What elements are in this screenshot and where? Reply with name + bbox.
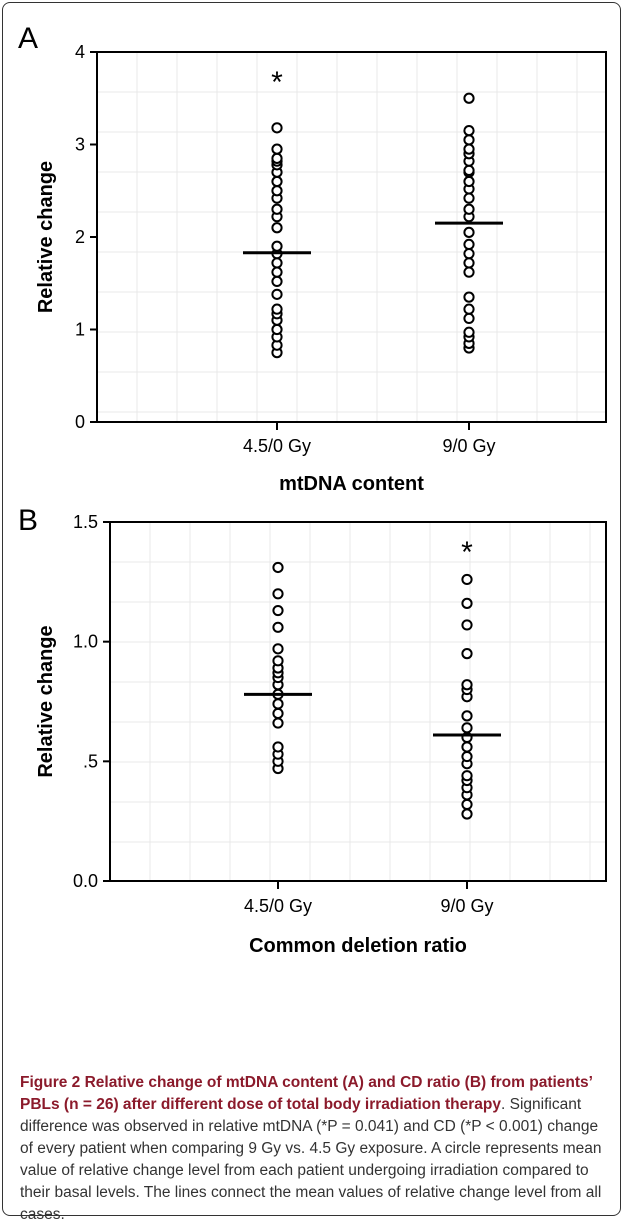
data-point xyxy=(272,621,284,633)
panel-label: A xyxy=(18,22,38,55)
data-point xyxy=(463,248,475,260)
data-point xyxy=(463,175,475,188)
data-point xyxy=(271,122,283,134)
data-point xyxy=(271,303,283,315)
data-point xyxy=(271,222,283,234)
y-tick-label: 1.5 xyxy=(73,512,98,532)
data-point xyxy=(463,192,475,204)
data-point xyxy=(271,275,283,287)
data-point xyxy=(463,92,475,104)
data-point xyxy=(463,312,475,324)
data-point xyxy=(271,143,283,155)
data-point xyxy=(463,143,475,155)
x-tick-label: 9/0 Gy xyxy=(442,436,495,456)
y-tick-label: 4 xyxy=(75,42,85,62)
x-axis-label: mtDNA content xyxy=(279,473,424,495)
data-point xyxy=(461,710,473,722)
data-point xyxy=(461,750,473,763)
panel-label: B xyxy=(18,504,38,537)
figure-caption: Figure 2 Relative change of mtDNA conten… xyxy=(20,1072,605,1226)
data-point xyxy=(272,698,284,710)
y-tick-label: .5 xyxy=(83,751,98,771)
significance-marker: * xyxy=(461,536,473,569)
y-axis-label: Relative change xyxy=(35,161,57,313)
x-tick-label: 4.5/0 Gy xyxy=(244,896,312,916)
data-point xyxy=(271,266,283,278)
data-point xyxy=(461,573,473,586)
data-point xyxy=(271,152,283,164)
x-tick-label: 4.5/0 Gy xyxy=(243,436,311,456)
data-point xyxy=(463,226,475,238)
data-point xyxy=(272,604,284,617)
data-point xyxy=(272,707,284,720)
y-tick-label: 1 xyxy=(75,320,85,340)
y-axis-label: Relative change xyxy=(35,625,57,777)
data-point xyxy=(272,588,284,600)
data-point xyxy=(272,717,284,729)
data-point xyxy=(461,808,473,820)
data-point xyxy=(461,597,473,609)
data-point xyxy=(271,323,283,336)
data-point xyxy=(271,175,283,188)
x-axis-label: Common deletion ratio xyxy=(249,935,467,957)
data-point xyxy=(271,257,283,269)
data-point xyxy=(271,240,283,252)
caption-title: Figure 2 Relative change of mtDNA conten… xyxy=(20,1074,593,1113)
data-point xyxy=(272,741,284,753)
data-point xyxy=(463,291,475,303)
y-tick-label: 0.0 xyxy=(73,871,98,891)
plot-frame xyxy=(109,521,607,882)
data-point xyxy=(463,326,475,338)
x-tick-label: 9/0 Gy xyxy=(440,896,493,916)
data-point xyxy=(461,679,473,691)
y-tick-label: 1.0 xyxy=(73,632,98,652)
data-point xyxy=(463,203,475,215)
data-point xyxy=(461,619,473,631)
data-point xyxy=(461,648,473,660)
data-point xyxy=(461,770,473,782)
caption-body: . Significant difference was observed in… xyxy=(20,1096,602,1223)
data-point xyxy=(461,798,473,811)
data-point xyxy=(461,722,473,734)
data-point xyxy=(461,741,473,753)
y-tick-label: 2 xyxy=(75,227,85,247)
data-point xyxy=(463,266,475,278)
plot-frame xyxy=(96,51,607,423)
data-point xyxy=(271,185,283,197)
y-tick-label: 0 xyxy=(75,412,85,432)
data-point xyxy=(271,288,283,300)
significance-marker: * xyxy=(271,66,283,99)
data-point xyxy=(463,164,475,176)
figure-charts: A 0 1 2 3 4 Relative change 4.5/0 Gy 9/0 Gy mtDNA… xyxy=(18,22,607,957)
data-point xyxy=(463,125,475,137)
data-point xyxy=(272,561,284,574)
data-point xyxy=(271,203,283,215)
data-point xyxy=(463,257,475,269)
data-point xyxy=(272,655,284,667)
data-point xyxy=(272,643,284,655)
data-point xyxy=(463,303,475,315)
data-point xyxy=(463,134,475,146)
y-tick-label: 3 xyxy=(75,135,85,155)
data-point xyxy=(463,238,475,250)
